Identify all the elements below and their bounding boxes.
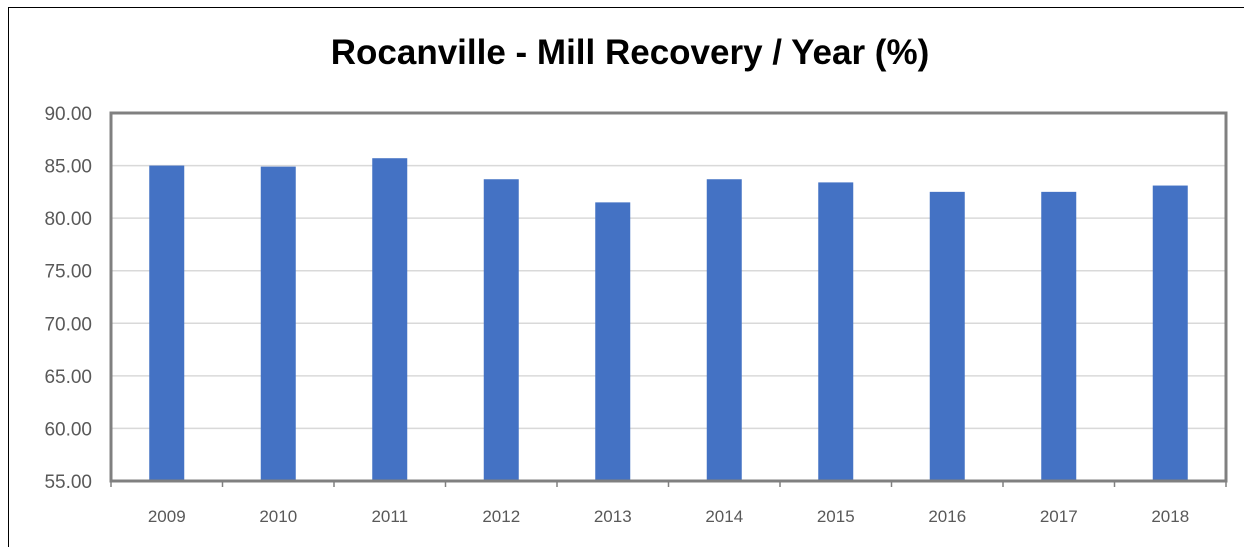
chart-title: Rocanville - Mill Recovery / Year (%): [330, 33, 930, 72]
bar-2010: [260, 166, 296, 481]
x-tick-label: 2013: [594, 507, 632, 526]
bar-2018: [1152, 185, 1188, 481]
y-tick-label: 60.00: [44, 419, 92, 440]
bar-2017: [1041, 191, 1077, 481]
bar-2011: [372, 158, 408, 481]
bar-2015: [818, 182, 854, 481]
bars: [149, 158, 1188, 482]
x-tick-label: 2009: [148, 507, 186, 526]
x-tick-label: 2016: [928, 507, 966, 526]
gridlines: [111, 164, 1226, 430]
x-tick-label: 2017: [1040, 507, 1078, 526]
y-tick-label: 55.00: [44, 472, 92, 493]
x-tick-label: 2015: [817, 507, 855, 526]
bar-2014: [706, 179, 742, 482]
y-tick-label: 85.00: [44, 157, 92, 178]
chart-frame: [8, 7, 1244, 547]
y-tick-label: 90.00: [44, 104, 92, 125]
bar-2016: [929, 191, 965, 481]
y-tick-label: 70.00: [44, 314, 92, 335]
bar-2012: [483, 179, 519, 482]
bar-2013: [595, 202, 631, 481]
y-axis-tick-labels: 55.00 60.00 65.00 70.00 75.00 80.00 85.00 90.00: [44, 104, 92, 493]
y-tick-label: 75.00: [44, 262, 92, 283]
y-tick-label: 65.00: [44, 367, 92, 388]
x-tick-label: 2014: [705, 507, 743, 526]
x-tick-label: 2012: [482, 507, 520, 526]
x-tick-label: 2010: [259, 507, 297, 526]
x-tick-label: 2018: [1151, 507, 1189, 526]
x-tick-label: 2011: [371, 507, 408, 526]
bar-2009: [149, 165, 185, 482]
y-tick-label: 80.00: [44, 209, 92, 230]
x-axis-tick-labels: 2009 2010 2011 2012 2013 2014 2015 2016 2017 2018: [110, 481, 1227, 526]
